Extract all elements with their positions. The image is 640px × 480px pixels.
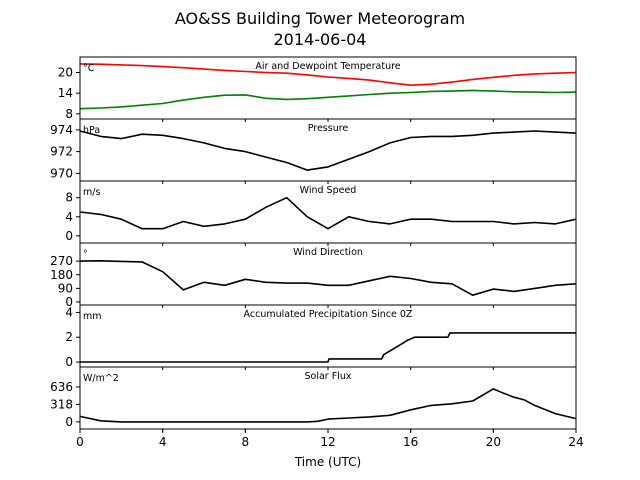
temperature-series-line-1 — [79, 89, 577, 110]
panel-pressure: 970 972 974 Pressure hPa — [50, 118, 577, 184]
precipitation-ytick-label: 4 — [65, 305, 73, 319]
temperature-series-line-0 — [79, 63, 577, 86]
x-axis-tick-label: 20 — [486, 435, 501, 449]
pressure-series-line-0 — [79, 130, 577, 171]
wind_direction-panel-title: Wind Direction — [293, 247, 363, 258]
precipitation-ytick-label: 0 — [65, 355, 73, 369]
wind_speed-unit-label: m/s — [83, 187, 100, 198]
solar-ytick-label: 318 — [50, 397, 73, 411]
x-axis-tick-label: 24 — [568, 435, 583, 449]
wind_direction-series-line-0 — [79, 259, 577, 297]
solar-unit-label: W/m^2 — [83, 373, 119, 384]
temperature-ytick-label: 20 — [58, 66, 73, 80]
panel-solar: 0 318 636 Solar Flux W/m^2 — [50, 366, 577, 432]
panel-temperature: 8 14 20 Air and Dewpoint Temperature °C — [58, 56, 577, 122]
wind_direction-ytick-label: 0 — [65, 295, 73, 309]
x-axis-tick-label: 12 — [320, 435, 335, 449]
pressure-ytick-label: 974 — [50, 123, 73, 137]
panel-wind_speed: 0 4 8 Wind Speed m/s — [65, 180, 577, 246]
wind_direction-unit-label: ° — [83, 249, 88, 260]
wind_direction-ytick-label: 90 — [58, 281, 73, 295]
wind_speed-ytick-label: 0 — [65, 229, 73, 243]
chart-title-line2: 2014-06-04 — [274, 30, 367, 49]
x-axis-tick-label: 16 — [403, 435, 418, 449]
temperature-unit-label: °C — [83, 63, 95, 74]
temperature-ytick-label: 8 — [65, 107, 73, 121]
precipitation-series-line-0 — [80, 332, 576, 363]
x-axis-tick-label: 0 — [76, 435, 84, 449]
solar-ytick-label: 636 — [50, 380, 73, 394]
x-axis-tick-label: 8 — [242, 435, 250, 449]
wind_direction-ytick-label: 180 — [50, 268, 73, 282]
solar-panel-title: Solar Flux — [305, 371, 352, 382]
temperature-panel-title: Air and Dewpoint Temperature — [255, 61, 400, 72]
pressure-ytick-label: 970 — [50, 166, 73, 180]
wind_speed-series-line-0 — [79, 196, 577, 230]
temperature-ytick-label: 14 — [58, 86, 73, 100]
wind_speed-ytick-label: 4 — [65, 210, 73, 224]
wind_direction-ytick-label: 270 — [50, 254, 73, 268]
precipitation-unit-label: mm — [83, 311, 102, 322]
x-axis-tick-label: 4 — [159, 435, 167, 449]
solar-ytick-label: 0 — [65, 415, 73, 429]
pressure-panel-title: Pressure — [308, 123, 349, 134]
x-axis-label: Time (UTC) — [294, 455, 361, 469]
solar-series-line-0 — [79, 388, 577, 423]
wind_speed-panel-title: Wind Speed — [300, 185, 357, 196]
chart-title-line1: AO&SS Building Tower Meteorogram — [175, 9, 465, 28]
wind_speed-ytick-label: 8 — [65, 191, 73, 205]
precipitation-ytick-label: 2 — [65, 330, 73, 344]
pressure-unit-label: hPa — [83, 125, 100, 136]
precipitation-panel-title: Accumulated Precipitation Since 0Z — [244, 309, 413, 320]
panel-precipitation: 0 2 4 Accumulated Precipitation Since 0Z mm — [65, 304, 577, 370]
pressure-ytick-label: 972 — [50, 145, 73, 159]
x-axis: 0 4 8 12 16 20 24 — [76, 429, 584, 449]
